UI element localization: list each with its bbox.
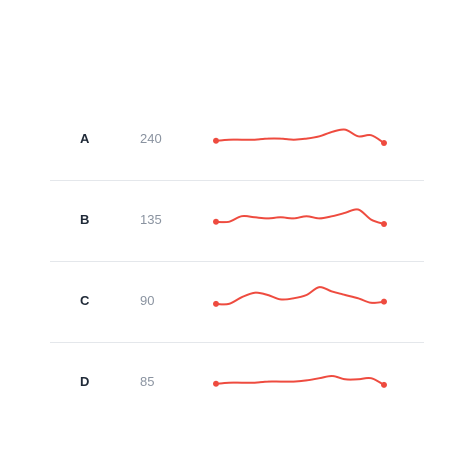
sparkline [213, 374, 387, 388]
sparkline-path [215, 128, 385, 144]
sparkline-path [215, 208, 385, 225]
sparkline-end-point [381, 381, 387, 388]
table-row: A 240 [50, 100, 424, 180]
row-name: D [80, 374, 90, 389]
row-value: 90 [140, 293, 155, 308]
sparkline-table: A 240 B 135 C 90 D 85 [50, 100, 424, 423]
row-value: 135 [140, 212, 162, 227]
row-name: C [80, 293, 90, 308]
sparkline-end-point [381, 221, 387, 228]
row-value: 240 [140, 131, 162, 146]
sparkline-start-point [213, 218, 219, 225]
sparkline [213, 286, 387, 307]
row-name: B [80, 212, 90, 227]
sparkline [213, 128, 387, 147]
sparkline-end-point [381, 140, 387, 147]
sparkline [213, 208, 387, 228]
sparkline-start-point [213, 137, 219, 144]
sparkline-path [215, 374, 385, 386]
table-row: B 135 [50, 180, 424, 261]
table-row: C 90 [50, 261, 424, 342]
row-name: A [80, 131, 90, 146]
table-row: D 85 [50, 342, 424, 423]
sparkline-end-point [381, 298, 387, 305]
sparkline-start-point [213, 300, 219, 307]
sparkline-path [215, 286, 385, 306]
row-value: 85 [140, 374, 155, 389]
sparkline-start-point [213, 380, 219, 387]
